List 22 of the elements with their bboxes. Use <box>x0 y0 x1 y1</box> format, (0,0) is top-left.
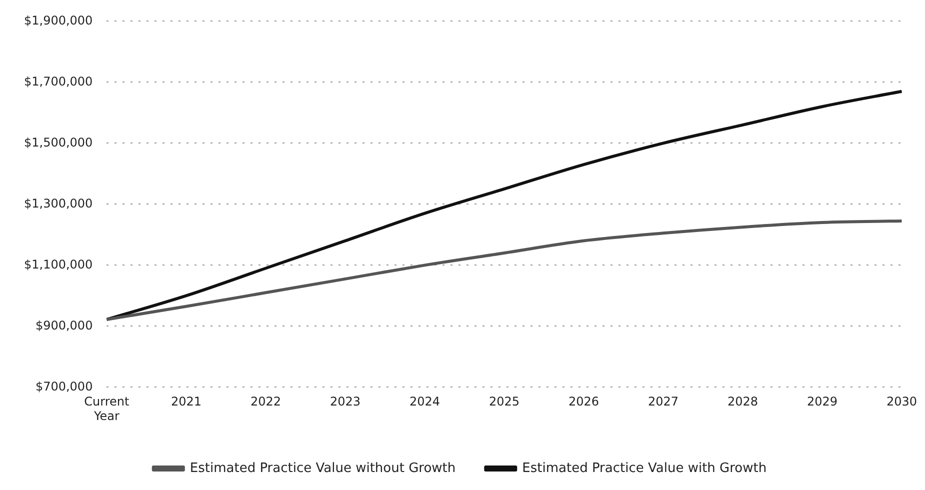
y-tick-label: $700,000 <box>35 379 93 394</box>
x-tick-label: 2023 <box>330 394 360 409</box>
line-series <box>105 90 904 321</box>
x-tick-label: 2021 <box>170 394 202 409</box>
x-tick-label: 2026 <box>568 394 599 409</box>
x-tick-label: 2029 <box>806 394 838 409</box>
y-tick-label: $1,100,000 <box>24 257 93 272</box>
x-tick-label: 2030 <box>886 394 918 409</box>
legend-label: Estimated Practice Value with Growth <box>522 460 767 476</box>
x-tick-label: 2027 <box>648 394 678 409</box>
y-tick-label: $1,500,000 <box>24 135 93 150</box>
x-tick-label: 2022 <box>250 394 281 409</box>
line-series <box>105 219 904 321</box>
x-tick-label: 2028 <box>727 394 758 409</box>
y-tick-label: $1,900,000 <box>24 13 93 28</box>
x-tick-label: 2024 <box>409 394 440 409</box>
y-tick-label: $1,300,000 <box>24 196 93 210</box>
x-tick-label: Current Year <box>84 394 130 423</box>
y-tick-label: $900,000 <box>35 318 93 332</box>
legend-label: Estimated Practice Value without Growth <box>190 460 456 476</box>
x-tick-label: 2025 <box>488 394 520 409</box>
y-tick-label: $1,700,000 <box>24 74 93 88</box>
